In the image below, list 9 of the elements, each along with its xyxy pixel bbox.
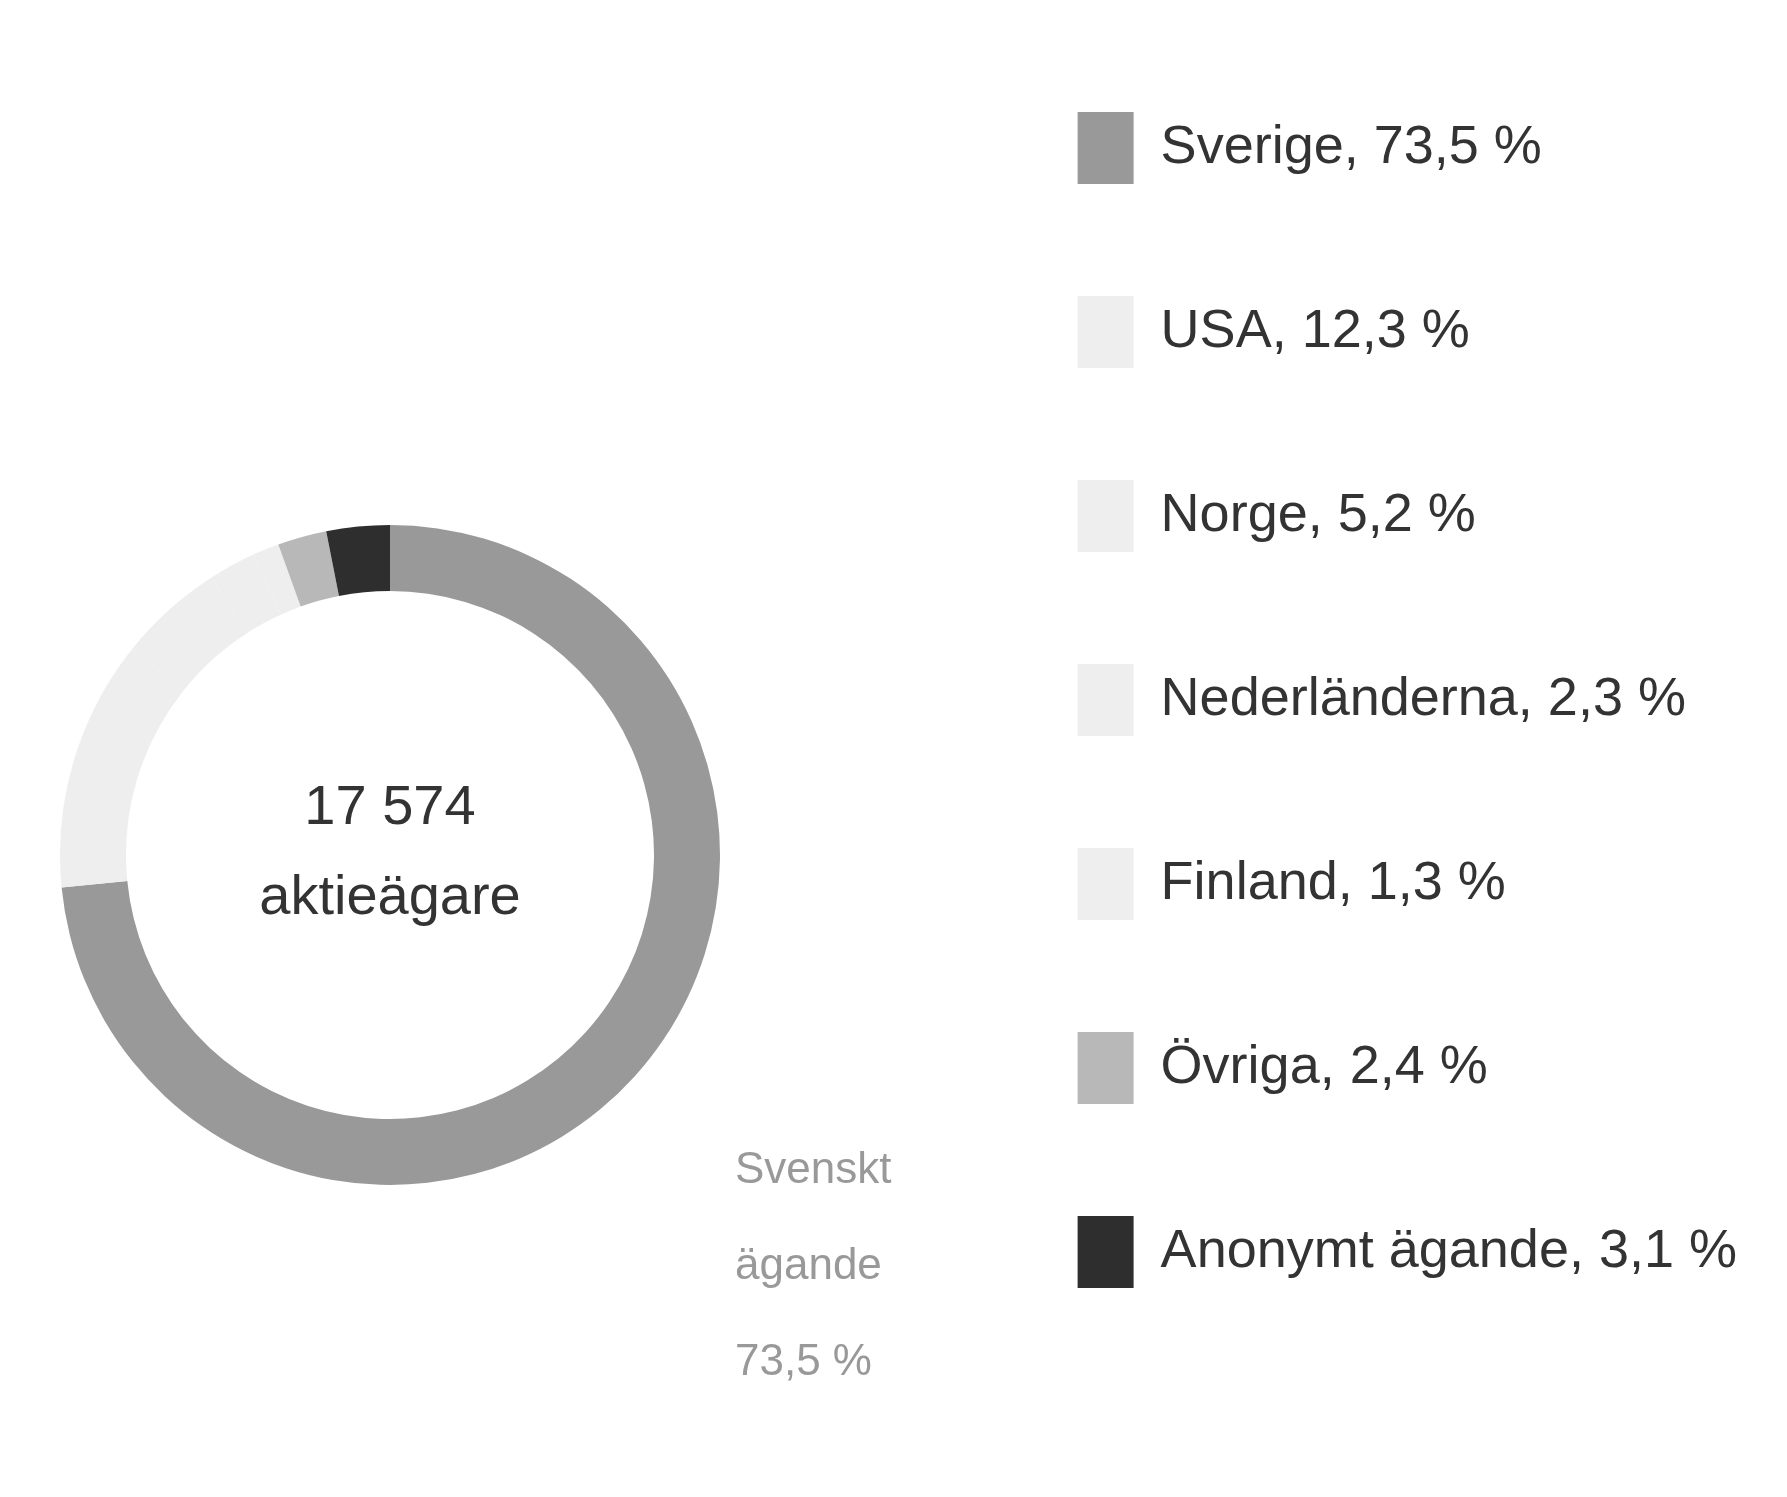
legend-label: Anonymt ägande, 3,1 %	[1160, 1217, 1737, 1278]
legend-label: Nederländerna, 2,3 %	[1160, 665, 1686, 726]
text: Svenskt ägande 73,5 %	[735, 1142, 893, 1386]
legend-label: Sverige, 73,5 %	[1160, 113, 1542, 174]
legend-label: USA, 12,3 %	[1160, 297, 1470, 358]
text: 17 574 aktieägare	[258, 772, 522, 928]
legend-label: Norge, 5,2 %	[1160, 481, 1476, 542]
legend-label: Finland, 1,3 %	[1160, 849, 1506, 910]
legend-label: Övriga, 2,4 %	[1160, 1033, 1488, 1094]
